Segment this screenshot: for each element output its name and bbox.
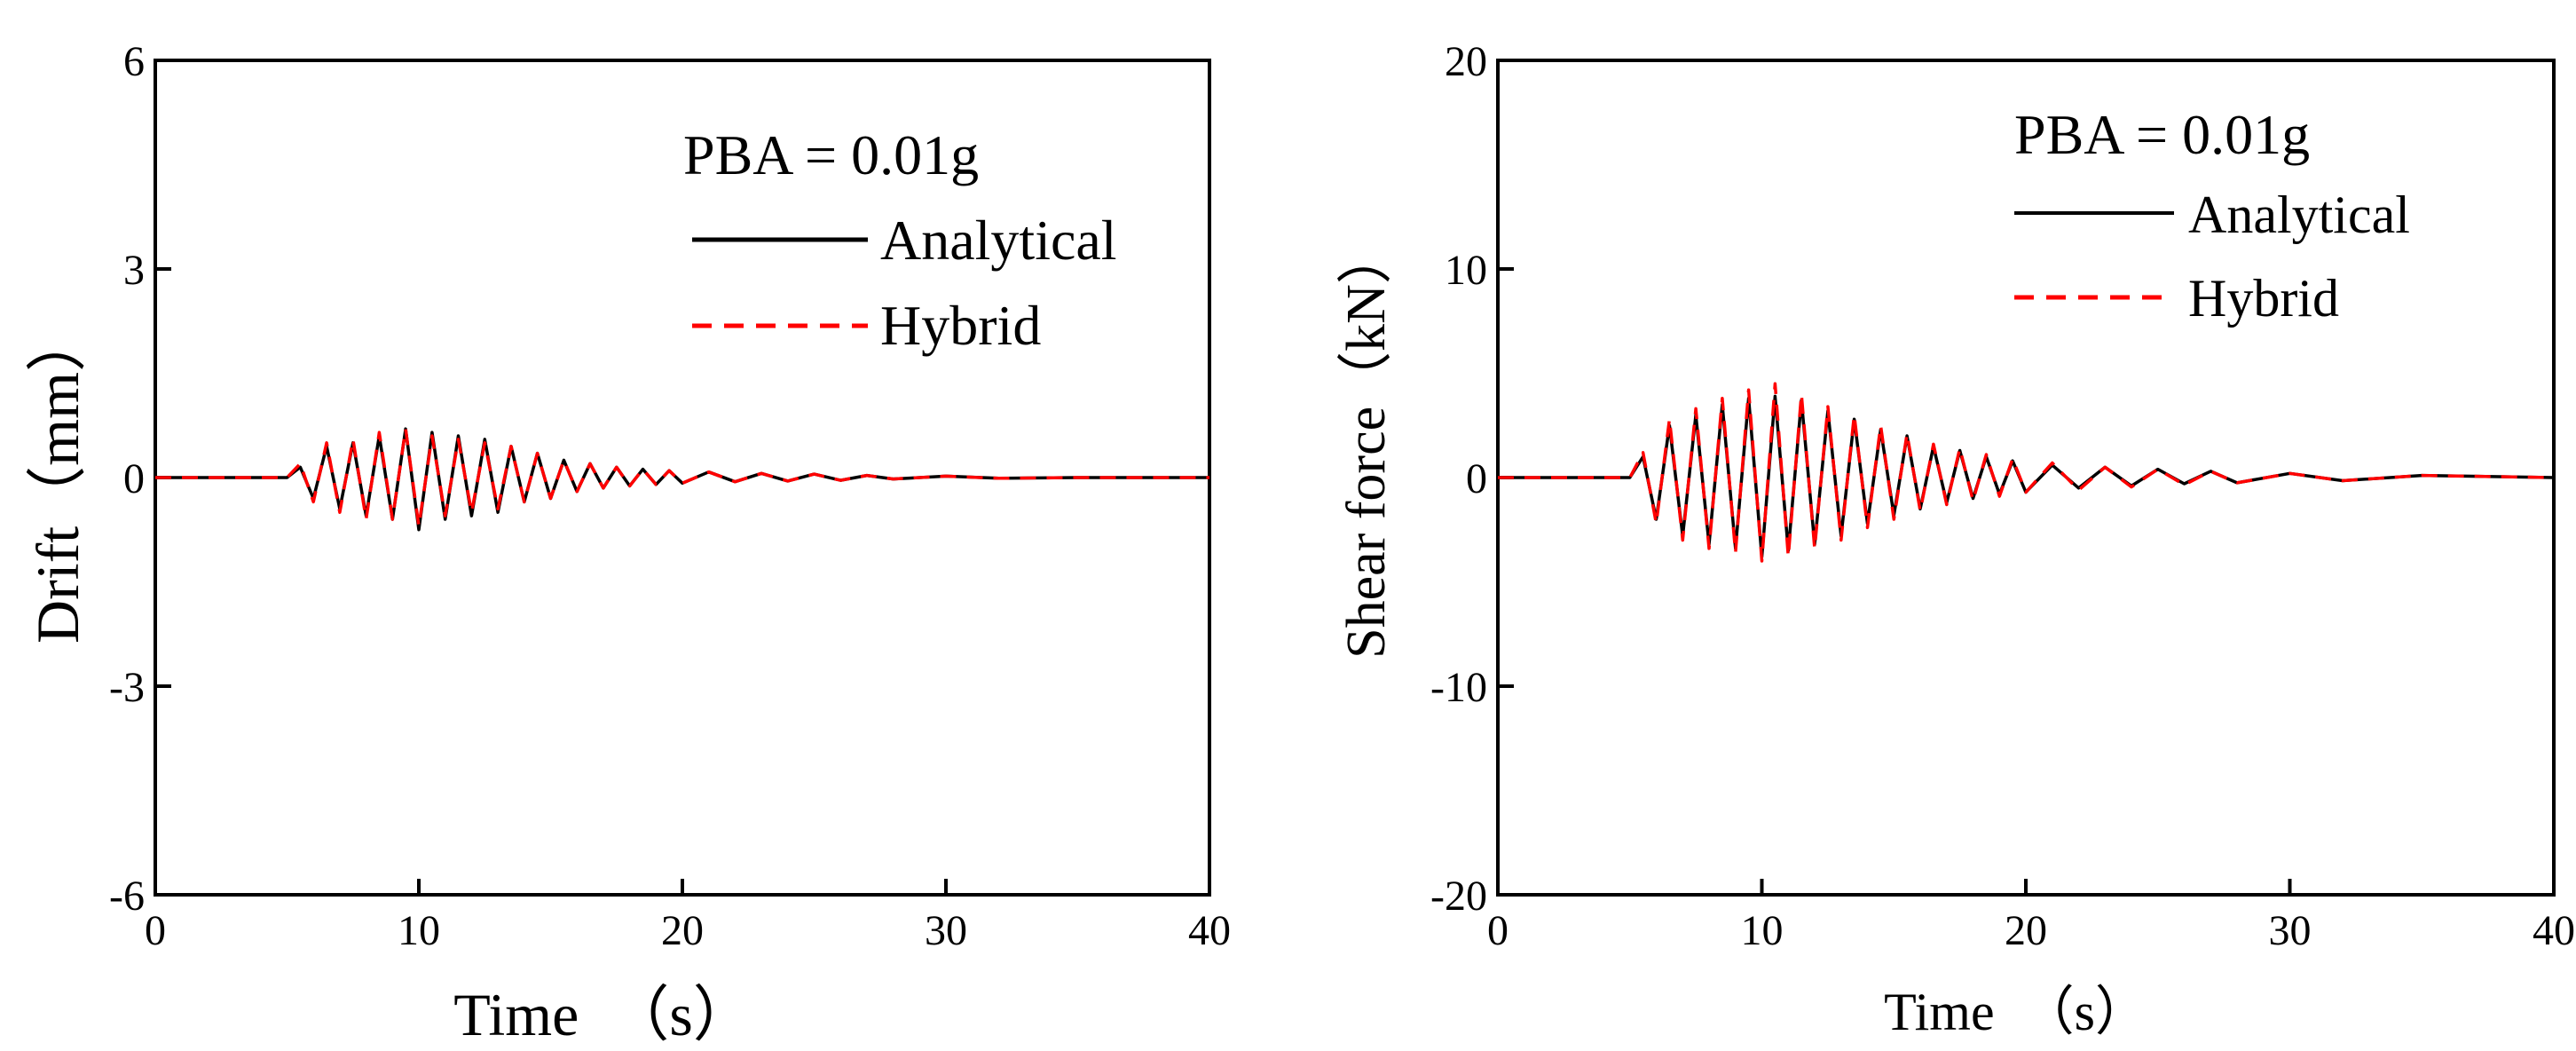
drift-chart: 0 10 20 30 40 -6 -3 0 3 6 Time （s） Drift… xyxy=(24,38,1231,1048)
shear-x-tick-label: 10 xyxy=(1741,907,1784,954)
shear-legend-hybrid-label: Hybrid xyxy=(2188,269,2339,328)
shear-x-tick-labels: 0 10 20 30 40 xyxy=(1487,907,2575,954)
drift-x-tick-label: 0 xyxy=(145,907,166,954)
drift-legend-analytical-label: Analytical xyxy=(880,209,1117,272)
drift-x-tick-label: 30 xyxy=(925,907,967,954)
drift-y-tick-label: -6 xyxy=(109,873,145,920)
shear-y-tick-label: 20 xyxy=(1445,38,1487,85)
shear-y-tick-label: 0 xyxy=(1466,455,1487,502)
shear-y-tick-label: -10 xyxy=(1430,664,1487,711)
drift-x-tick-label: 40 xyxy=(1188,907,1231,954)
drift-hybrid-line xyxy=(155,427,1209,528)
shear-y-tick-labels: -20 -10 0 10 20 xyxy=(1430,38,1487,920)
drift-x-tick-label: 20 xyxy=(661,907,704,954)
drift-x-axis-label: Time （s） xyxy=(453,981,753,1048)
drift-pba-annotation: PBA = 0.01g xyxy=(683,123,979,186)
drift-y-tick-label: 6 xyxy=(123,38,145,85)
shear-y-tick-label: 10 xyxy=(1445,247,1487,294)
drift-legend: PBA = 0.01g Analytical Hybrid xyxy=(683,123,1117,357)
drift-x-ticks xyxy=(154,879,1211,895)
shear-x-tick-label: 40 xyxy=(2533,907,2575,954)
shear-x-tick-label: 20 xyxy=(2005,907,2047,954)
drift-y-tick-label: 3 xyxy=(123,247,145,294)
shear-chart: 0 10 20 30 40 -20 -10 0 10 20 Time （s） S… xyxy=(1336,38,2575,1041)
shear-y-axis-label: Shear force（kN） xyxy=(1336,229,1397,659)
drift-legend-hybrid-label: Hybrid xyxy=(880,294,1041,357)
shear-legend: PBA = 0.01g Analytical Hybrid xyxy=(2014,103,2410,328)
drift-x-tick-labels: 0 10 20 30 40 xyxy=(145,907,1231,954)
shear-x-tick-label: 0 xyxy=(1487,907,1509,954)
shear-hybrid-line xyxy=(1498,382,2555,563)
shear-pba-annotation: PBA = 0.01g xyxy=(2014,103,2310,166)
drift-x-tick-label: 10 xyxy=(398,907,440,954)
shear-x-axis-label: Time （s） xyxy=(1884,983,2148,1041)
shear-x-tick-label: 30 xyxy=(2269,907,2312,954)
drift-y-tick-labels: -6 -3 0 3 6 xyxy=(109,38,145,920)
shear-legend-analytical-label: Analytical xyxy=(2188,186,2410,244)
drift-y-tick-label: -3 xyxy=(109,664,145,711)
shear-y-tick-label: -20 xyxy=(1430,873,1487,920)
shear-x-ticks xyxy=(1496,879,2556,895)
drift-y-tick-label: 0 xyxy=(123,455,145,502)
drift-y-axis-label: Drift（mm） xyxy=(24,312,91,644)
